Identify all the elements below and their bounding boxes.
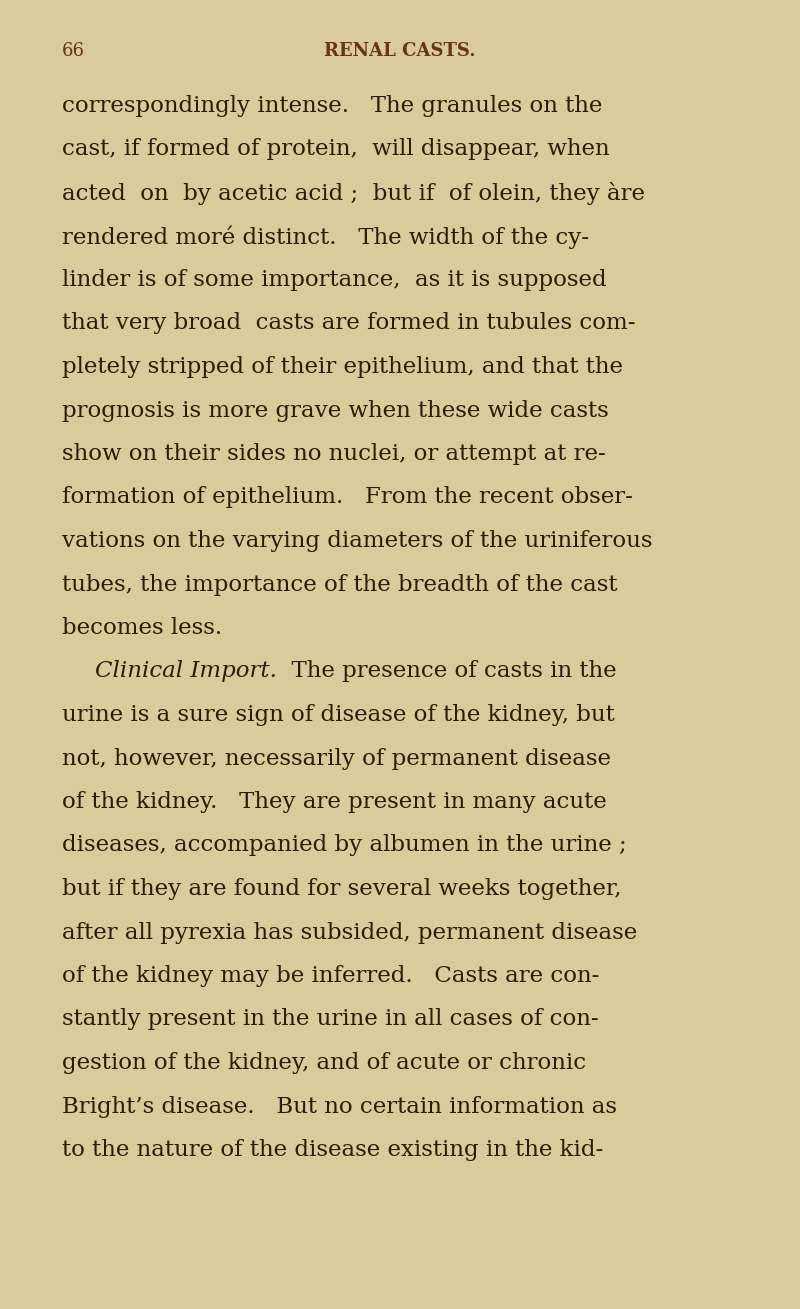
Text: that very broad  casts are formed in tubules com-: that very broad casts are formed in tubu… xyxy=(62,313,635,335)
Text: after all pyrexia has subsided, permanent disease: after all pyrexia has subsided, permanen… xyxy=(62,922,638,944)
Text: Bright’s disease.   But no certain information as: Bright’s disease. But no certain informa… xyxy=(62,1096,617,1118)
Text: of the kidney may be inferred.   Casts are con-: of the kidney may be inferred. Casts are… xyxy=(62,965,599,987)
Text: diseases, accompanied by albumen in the urine ;: diseases, accompanied by albumen in the … xyxy=(62,835,626,856)
Text: prognosis is more grave when these wide casts: prognosis is more grave when these wide … xyxy=(62,399,609,421)
Text: pletely stripped of their epithelium, and that the: pletely stripped of their epithelium, an… xyxy=(62,356,623,378)
Text: of the kidney.   They are present in many acute: of the kidney. They are present in many … xyxy=(62,791,606,813)
Text: but if they are found for several weeks together,: but if they are found for several weeks … xyxy=(62,878,622,901)
Text: gestion of the kidney, and of acute or chronic: gestion of the kidney, and of acute or c… xyxy=(62,1052,586,1073)
Text: acted  on  by acetic acid ;  but if  of olein, they àre: acted on by acetic acid ; but if of olei… xyxy=(62,182,645,206)
Text: correspondingly intense.   The granules on the: correspondingly intense. The granules on… xyxy=(62,96,602,117)
Text: to the nature of the disease existing in the kid-: to the nature of the disease existing in… xyxy=(62,1139,603,1161)
Text: rendered moré distinct.   The width of the cy-: rendered moré distinct. The width of the… xyxy=(62,225,589,249)
Text: stantly present in the urine in all cases of con-: stantly present in the urine in all case… xyxy=(62,1008,598,1030)
Text: urine is a sure sign of disease of the kidney, but: urine is a sure sign of disease of the k… xyxy=(62,704,614,726)
Text: The presence of casts in the: The presence of casts in the xyxy=(277,661,617,682)
Text: linder is of some importance,  as it is supposed: linder is of some importance, as it is s… xyxy=(62,270,606,291)
Text: Clinical Import.: Clinical Import. xyxy=(95,661,277,682)
Text: RENAL CASTS.: RENAL CASTS. xyxy=(324,42,476,60)
Text: becomes less.: becomes less. xyxy=(62,617,222,639)
Text: 66: 66 xyxy=(62,42,85,60)
Text: show on their sides no nuclei, or attempt at re-: show on their sides no nuclei, or attemp… xyxy=(62,442,606,465)
Text: not, however, necessarily of permanent disease: not, however, necessarily of permanent d… xyxy=(62,747,611,770)
Text: tubes, the importance of the breadth of the cast: tubes, the importance of the breadth of … xyxy=(62,573,618,596)
Text: formation of epithelium.   From the recent obser-: formation of epithelium. From the recent… xyxy=(62,487,633,508)
Text: vations on the varying diameters of the uriniferous: vations on the varying diameters of the … xyxy=(62,530,653,552)
Text: cast, if formed of protein,  will disappear, when: cast, if formed of protein, will disappe… xyxy=(62,139,610,161)
